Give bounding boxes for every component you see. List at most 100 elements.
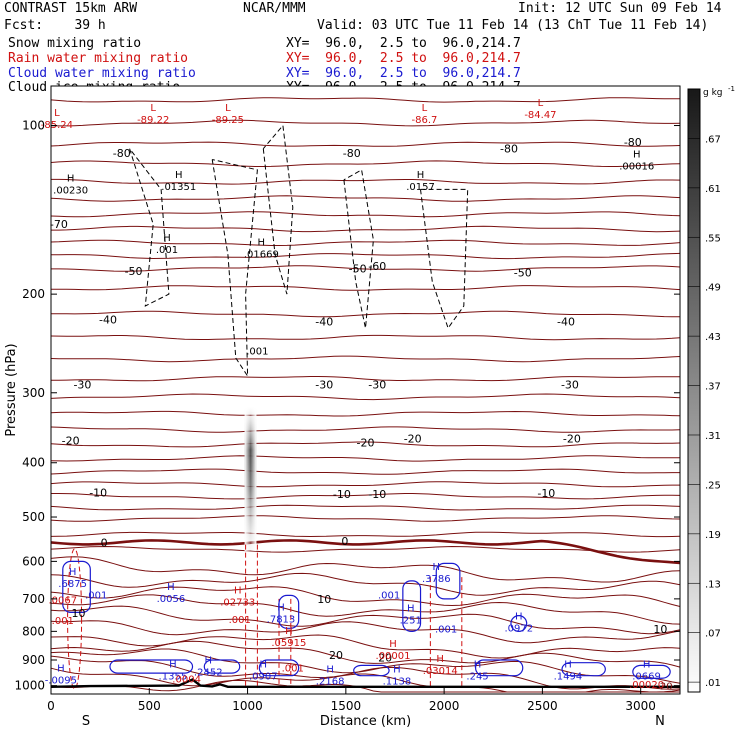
extremum-value: .0669 bbox=[632, 671, 661, 682]
extremum-value: -89.22 bbox=[137, 115, 169, 126]
temperature-contour bbox=[50, 334, 681, 341]
center-label: NCAR/MMM bbox=[243, 1, 306, 16]
cloud-water-contour bbox=[510, 615, 528, 632]
temperature-contour-label: 0 bbox=[341, 535, 348, 548]
extremum-value: -86.7 bbox=[412, 115, 438, 126]
temperature-contour-label: -80 bbox=[343, 147, 361, 160]
extremum-marker: H bbox=[175, 170, 183, 181]
extremum-marker: H bbox=[474, 659, 482, 670]
colorbar-tick-label: .25 bbox=[705, 480, 721, 491]
cloud-ice-contour bbox=[211, 159, 258, 378]
temperature-contour bbox=[50, 586, 681, 607]
colorbar-unit-exponent: -1 bbox=[728, 85, 735, 93]
cloud-ice-contour bbox=[129, 148, 170, 307]
extremum-marker: H bbox=[258, 237, 266, 248]
temperature-contour-label: -10 bbox=[537, 487, 555, 500]
temperature-contour bbox=[50, 531, 681, 538]
extremum-value: .03014 bbox=[423, 666, 458, 677]
cloud-water-contour bbox=[258, 659, 300, 677]
cloud-ice-contour bbox=[262, 124, 294, 295]
extremum-marker: H bbox=[285, 626, 293, 637]
temperature-contour bbox=[50, 355, 681, 363]
extremum-marker: H bbox=[57, 664, 65, 675]
temperature-contour bbox=[50, 640, 681, 668]
freezing-level-contour bbox=[50, 539, 681, 565]
colorbar-tick-label: .07 bbox=[705, 629, 721, 640]
colorbar-tick-label: .49 bbox=[705, 283, 721, 294]
field-label-rain: Rain water mixing ratio bbox=[8, 51, 189, 66]
extremum-value: .00230 bbox=[53, 186, 88, 197]
cloud-water-contour bbox=[435, 562, 461, 600]
temperature-contour-label: -10 bbox=[368, 488, 386, 501]
extremum-marker: H bbox=[417, 170, 425, 181]
extremum-marker: L bbox=[150, 103, 156, 114]
extremum-value: .001 bbox=[52, 616, 74, 627]
colorbar-tick-label: .37 bbox=[705, 382, 721, 393]
colorbar-tick-label: .31 bbox=[705, 431, 721, 442]
cloud-water-contour bbox=[632, 664, 671, 679]
temperature-contour bbox=[51, 310, 680, 318]
extremum-value: 20 bbox=[660, 681, 673, 692]
temperature-contour bbox=[50, 393, 681, 401]
temperature-contour bbox=[50, 119, 681, 127]
extremum-marker: H bbox=[67, 174, 75, 185]
extremum-value: .001 bbox=[229, 615, 251, 626]
y-tick-label: 1000 bbox=[14, 679, 45, 693]
field-label-snow: Snow mixing ratio bbox=[8, 36, 142, 51]
temperature-contour bbox=[51, 225, 681, 233]
temperature-contour-label: -30 bbox=[315, 379, 333, 392]
extremum-marker: L bbox=[54, 108, 60, 119]
extremum-marker: H bbox=[389, 639, 397, 650]
x-tick-label: 1500 bbox=[331, 699, 362, 713]
temperature-contour-label: -50 bbox=[125, 265, 143, 278]
y-tick-label: 800 bbox=[22, 624, 45, 638]
temperature-contour-label: -30 bbox=[73, 379, 91, 392]
field-label-cloud-water: Cloud water mixing ratio bbox=[8, 66, 196, 81]
temperature-contour bbox=[51, 493, 681, 500]
extremum-marker: H bbox=[633, 150, 641, 161]
temperature-contour bbox=[50, 455, 681, 462]
extremum-marker: H bbox=[393, 664, 401, 675]
temperature-contour-label: 20 bbox=[378, 651, 392, 664]
temperature-contour bbox=[50, 410, 681, 417]
cloud-ice-contour bbox=[420, 188, 469, 330]
temperature-contour bbox=[50, 426, 681, 433]
extremum-marker: H bbox=[260, 659, 268, 670]
temperature-contour bbox=[50, 211, 681, 218]
extremum-value: .0157 bbox=[406, 182, 435, 193]
temperature-contour-label: -60 bbox=[368, 260, 386, 273]
x-axis-label: Distance (km) bbox=[320, 714, 411, 729]
forecast-hour: Fcst: 39 h bbox=[4, 18, 106, 33]
extremum-value: .2168 bbox=[316, 676, 345, 687]
temperature-contour bbox=[50, 376, 681, 382]
temperature-contour-label: -40 bbox=[315, 316, 333, 329]
extremum-marker: H bbox=[407, 603, 415, 614]
extremum-marker: H bbox=[436, 654, 444, 665]
temperature-contour-label: -80 bbox=[113, 147, 131, 160]
extremum-marker: L bbox=[422, 103, 428, 114]
extremum-marker: H bbox=[643, 659, 651, 670]
extremum-marker: H bbox=[204, 655, 212, 666]
extremum-marker: H bbox=[163, 233, 171, 244]
y-tick-label: 500 bbox=[22, 510, 45, 524]
extremum-value: .00016 bbox=[619, 162, 654, 173]
field-xy-cloud-water: XY= 96.0, 2.5 to 96.0,214.7 bbox=[286, 66, 521, 81]
temperature-contour bbox=[50, 572, 681, 596]
cloud-water-contour bbox=[278, 594, 300, 629]
plot-area bbox=[51, 86, 680, 694]
cloud-water-contour bbox=[402, 580, 422, 632]
extremum-value: .2452 bbox=[194, 667, 223, 678]
y-tick-label: 700 bbox=[22, 592, 45, 606]
temperature-contour bbox=[50, 605, 681, 635]
extremum-marker: H bbox=[515, 611, 523, 622]
temperature-contour-label: 10 bbox=[317, 593, 331, 606]
extremum-value: .245 bbox=[466, 671, 488, 682]
temperature-contour-label: -30 bbox=[561, 379, 579, 392]
temperature-contour bbox=[50, 545, 681, 553]
temperature-contour bbox=[50, 594, 681, 625]
temperature-contour bbox=[50, 97, 681, 103]
extremum-marker: L bbox=[225, 103, 231, 114]
y-axis-label: Pressure (hPa) bbox=[4, 343, 19, 436]
colorbar-tick-label: .01 bbox=[705, 678, 721, 689]
